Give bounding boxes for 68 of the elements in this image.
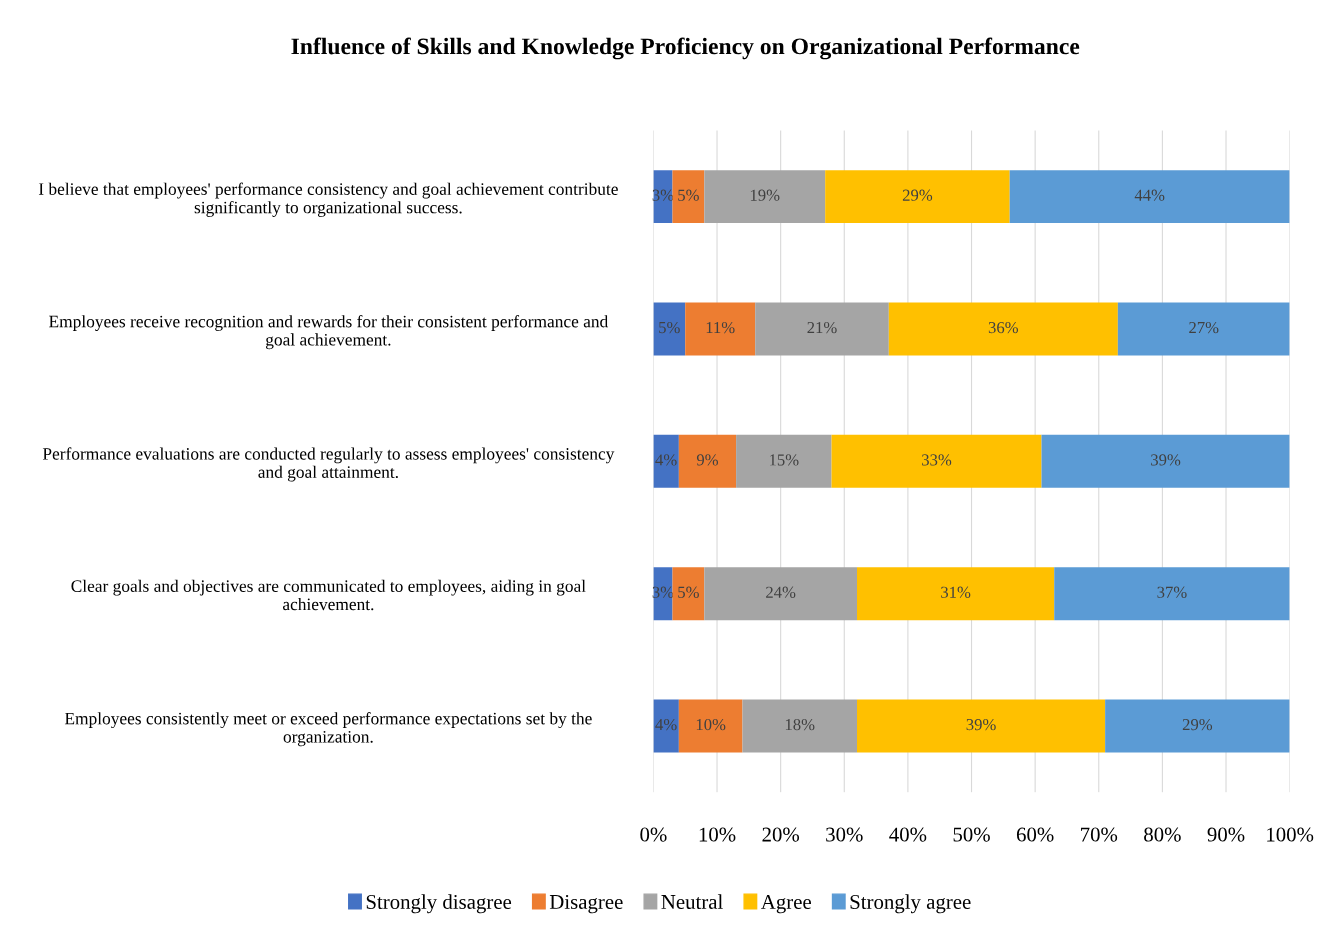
data-label: 29%: [902, 189, 933, 201]
bar: [888, 302, 1118, 356]
bar: [653, 699, 679, 753]
bar: [653, 434, 679, 488]
bar: [704, 567, 857, 621]
x-tick-label: 70%: [1081, 827, 1118, 842]
bar: [672, 567, 705, 621]
x-tick-label: 90%: [1207, 827, 1245, 842]
data-label: 5%: [678, 189, 699, 201]
x-tick-label: 10%: [699, 827, 736, 842]
data-label: 31%: [941, 586, 971, 598]
data-label: 18%: [785, 718, 815, 731]
data-label: 10%: [696, 718, 726, 731]
bar: [1105, 699, 1290, 753]
data-label: 27%: [1189, 321, 1219, 334]
data-label: 5%: [659, 321, 680, 334]
data-label: 4%: [655, 454, 677, 466]
data-label: 24%: [766, 586, 796, 598]
x-tick-label: 30%: [826, 827, 863, 842]
data-label: 15%: [770, 454, 799, 466]
data-label: 5%: [678, 586, 699, 598]
data-label: 44%: [1134, 189, 1165, 201]
bar: [857, 699, 1106, 753]
data-label: 37%: [1157, 586, 1187, 598]
bar: [704, 170, 826, 224]
bar: [825, 170, 1010, 224]
x-tick-label: 100%: [1267, 827, 1314, 842]
bar: [1117, 302, 1290, 356]
bar: [831, 434, 1042, 488]
x-tick-label: 60%: [1016, 827, 1054, 842]
data-label: 39%: [1151, 454, 1181, 466]
data-label: 19%: [750, 189, 780, 201]
bar: [1009, 170, 1290, 224]
x-tick-label: 50%: [953, 827, 990, 842]
data-label: 36%: [988, 321, 1019, 334]
y-tick-label: I believe that employees' performance consistency and goal achievement contribute significantly to organizational success.: [38, 182, 618, 217]
bar: [678, 434, 737, 488]
legend-label: Agree: [761, 895, 811, 914]
data-label: 21%: [807, 321, 837, 334]
bar: [672, 170, 705, 224]
data-label: 29%: [1182, 718, 1213, 731]
legend-label: Neutral: [661, 894, 723, 909]
chart-title: Influence of Skills and Knowledge Proficiency on Organizational Performance: [291, 37, 1080, 60]
bar: [685, 302, 756, 356]
y-tick-label: Clear goals and objectives are communicated to employees, aiding in goal achievement.: [71, 579, 586, 611]
data-label: 4%: [655, 718, 677, 731]
x-tick-label: 0%: [640, 827, 667, 842]
x-tick-label: 20%: [762, 827, 800, 842]
bar: [755, 302, 889, 356]
bar: [736, 434, 832, 488]
y-tick-label: Performance evaluations are conducted regularly to assess employees' consistency and goal attainment.: [42, 447, 615, 482]
bar: [1041, 434, 1290, 488]
x-tick-label: 80%: [1144, 827, 1181, 842]
bar: [678, 699, 743, 753]
bar: [653, 302, 686, 356]
data-label: 39%: [966, 718, 996, 731]
legend-label: Strongly agree: [850, 894, 971, 914]
y-tick-label: Employees receive recognition and rewards for their consistent performance and goal achievement.: [49, 314, 609, 350]
legend-label: Strongly disagree: [366, 894, 512, 914]
data-label: 9%: [696, 454, 719, 466]
bar: [742, 699, 857, 753]
legend-label: Disagree: [549, 894, 623, 914]
data-label: 33%: [922, 454, 952, 466]
bar: [857, 567, 1055, 621]
bar: [1054, 567, 1290, 621]
x-tick-label: 40%: [889, 827, 927, 842]
data-label: 11%: [706, 321, 735, 334]
y-tick-label: Employees consistently meet or exceed performance expectations set by the organization.: [64, 712, 592, 747]
